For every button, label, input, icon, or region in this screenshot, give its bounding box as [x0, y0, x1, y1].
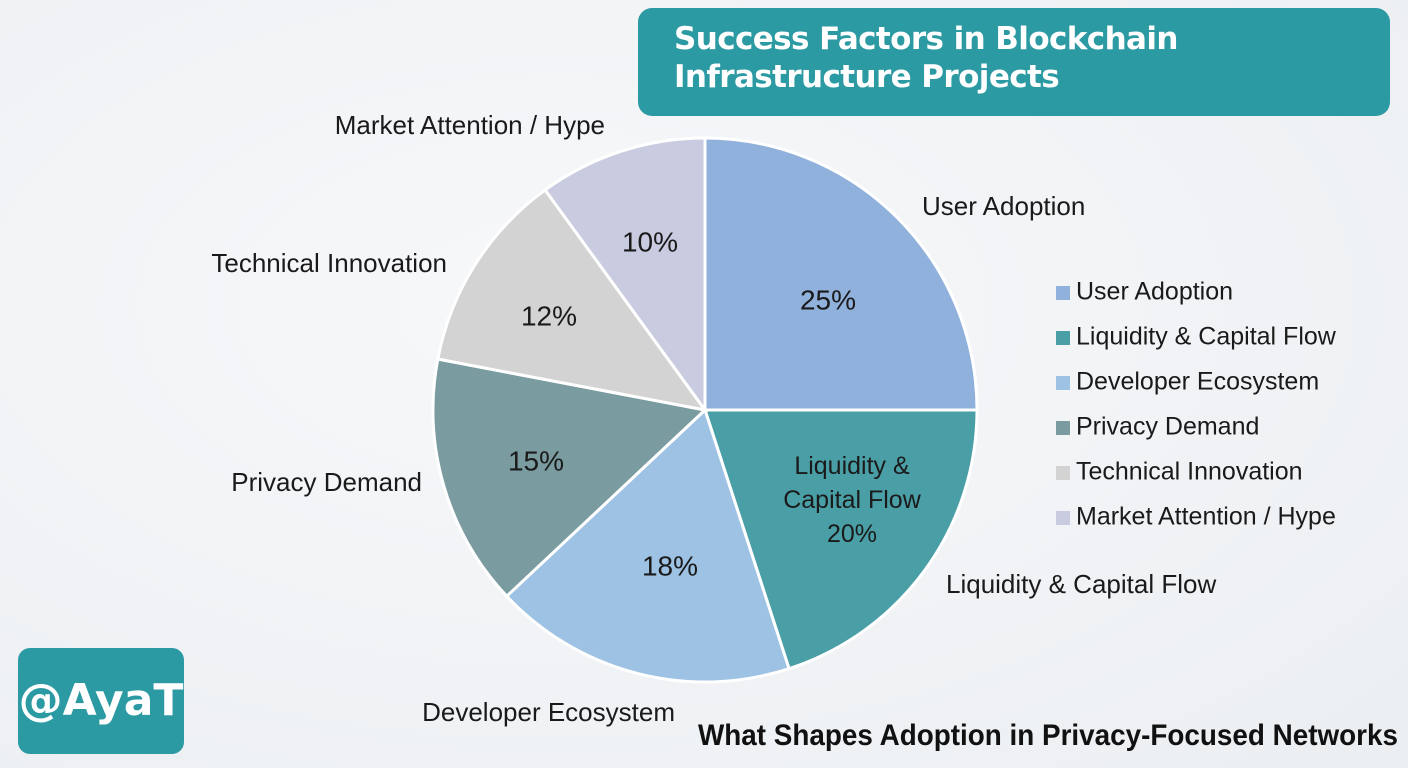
pie-slice: [436, 187, 709, 413]
title-container: Success Factors in Blockchain Infrastruc…: [674, 21, 1178, 95]
value-label: 10%: [622, 226, 678, 257]
value-label: 20%: [826, 520, 878, 548]
legend-label: Market Attention / Hype: [1076, 503, 1336, 531]
slice-label: Technical Innovation: [211, 248, 447, 278]
legend-label: User Adoption: [1076, 278, 1233, 306]
pie-slice: [702, 408, 979, 671]
legend-swatch: [1056, 376, 1070, 390]
watermark-box: [18, 648, 184, 754]
legend-swatch: [1056, 466, 1070, 480]
chart-title: Success Factors in Blockchain Infrastruc…: [674, 21, 1178, 95]
slice-label: Developer Ecosystem: [422, 697, 675, 727]
value-label: 25%: [800, 284, 856, 315]
legend-label: Privacy Demand: [1076, 413, 1259, 441]
value-label: 15%: [508, 445, 564, 476]
value-label: 12%: [521, 300, 577, 331]
pie-slice: [431, 357, 709, 599]
inner-label: Liquidity & Capital Flow 20%: [762, 449, 942, 551]
legend-label: Technical Innovation: [1076, 458, 1303, 486]
pie-slice: [504, 407, 791, 684]
slice-label: Privacy Demand: [231, 467, 422, 497]
legend-swatch: [1056, 511, 1070, 525]
pie-slice: [703, 136, 979, 412]
legend-label: Developer Ecosystem: [1076, 368, 1319, 396]
slice-label: Liquidity & Capital Flow: [946, 569, 1216, 599]
watermark: @AyaT: [19, 675, 184, 726]
legend-swatch: [1056, 286, 1070, 300]
legend-swatch: [1056, 331, 1070, 345]
slice-label: Market Attention / Hype: [335, 110, 605, 140]
legend-label: Liquidity & Capital Flow: [1076, 323, 1337, 351]
title-box: [638, 8, 1390, 116]
legend-swatch: [1056, 421, 1070, 435]
pie-slice: [543, 136, 707, 415]
subtitle: What Shapes Adoption in Privacy-Focused …: [698, 719, 1398, 752]
value-label: 18%: [642, 550, 698, 581]
inner-label-container: Liquidity & Capital Flow 20%: [762, 449, 942, 551]
slice-label: User Adoption: [922, 191, 1085, 221]
inner-category: Liquidity & Capital Flow: [783, 452, 921, 514]
